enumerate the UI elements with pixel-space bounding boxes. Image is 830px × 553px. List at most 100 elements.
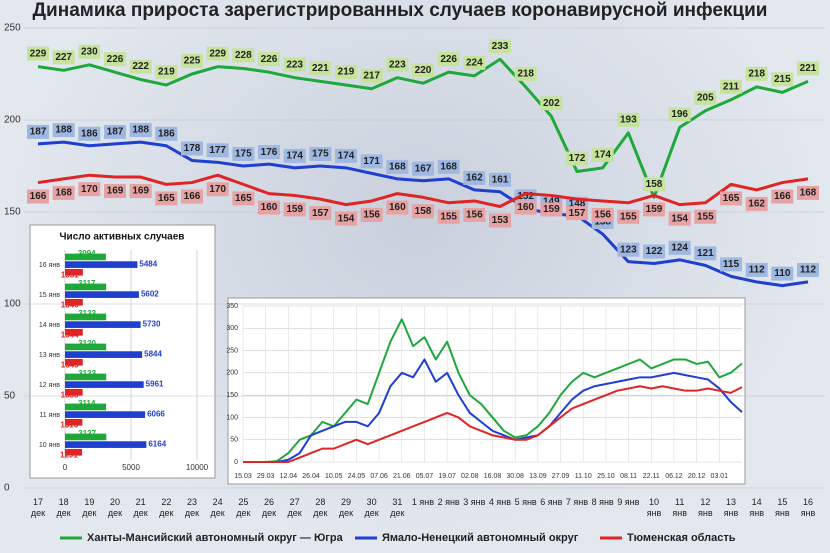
data-label-box [309, 61, 332, 76]
x-tick-label: 13.09 [529, 473, 547, 480]
x-tick-label: 20 дек [107, 497, 123, 518]
data-label: 226 [261, 54, 278, 65]
bar [65, 388, 83, 396]
data-label-box [720, 191, 742, 206]
x-tick-label: 5000 [122, 463, 140, 472]
data-label: 229 [30, 48, 47, 59]
bar [65, 418, 83, 426]
bar-label: 3094 [78, 249, 96, 258]
series-line [37, 173, 809, 208]
series-line [37, 57, 809, 199]
data-label-box [27, 124, 49, 139]
y-tick-label: 200 [4, 115, 21, 126]
data-label-box [52, 123, 75, 138]
data-label: 186 [81, 128, 98, 139]
y-tick-label: 0 [234, 459, 238, 466]
data-label: 168 [389, 162, 406, 173]
data-label: 153 [492, 215, 509, 226]
data-label: 187 [107, 127, 124, 138]
data-label-box [514, 66, 537, 81]
data-label: 218 [748, 69, 765, 80]
data-label: 158 [646, 179, 663, 190]
y-tick-label: 14 янв [39, 322, 60, 329]
bar [65, 411, 146, 418]
y-tick-label: 16 янв [39, 262, 60, 269]
data-label: 168 [800, 188, 817, 199]
data-label-box [566, 206, 588, 221]
data-label-box [463, 55, 486, 70]
x-tick-label: 12 янв [698, 497, 713, 518]
x-tick-label: 10000 [186, 463, 209, 472]
legend-label: Тюменская область [627, 532, 736, 544]
bar [65, 253, 106, 261]
x-tick-label: 28 дек [313, 497, 328, 518]
series-line [243, 318, 743, 463]
x-tick-label: 12.04 [280, 473, 298, 480]
data-label: 152 [517, 191, 534, 202]
data-label: 175 [235, 149, 252, 160]
data-label: 122 [646, 246, 663, 257]
data-label-box [412, 161, 434, 176]
data-label-box [309, 147, 332, 161]
data-label: 205 [697, 92, 714, 103]
x-tick-label: 11.10 [575, 473, 592, 480]
inset-line-panel [227, 297, 746, 485]
x-tick-label: 21 дек [133, 497, 148, 518]
data-label: 177 [209, 145, 226, 156]
x-tick-label: 19.07 [438, 473, 456, 480]
data-label-box [129, 123, 152, 138]
y-tick-label: 200 [226, 370, 238, 377]
data-label-box [412, 63, 434, 78]
data-label: 196 [671, 109, 688, 120]
data-label-box [771, 266, 794, 281]
data-label: 202 [543, 98, 560, 109]
data-label: 219 [338, 67, 355, 78]
data-label: 228 [235, 50, 252, 61]
data-label: 188 [55, 125, 72, 136]
data-label-box [27, 189, 49, 204]
data-label: 224 [466, 57, 483, 68]
data-label: 171 [363, 156, 380, 167]
data-label-box [668, 240, 691, 255]
x-tick-label: 1 янв [411, 497, 435, 507]
bar-label: 6066 [147, 410, 165, 419]
x-tick-label: 4 янв [488, 497, 512, 507]
x-tick-label: 20.12 [688, 473, 706, 480]
data-label-box [104, 52, 126, 67]
x-tick-label: 11 янв [672, 497, 687, 518]
y-tick-label: 100 [4, 299, 21, 310]
bar-label: 3127 [78, 429, 96, 438]
data-label: 155 [620, 211, 637, 222]
data-label: 165 [158, 193, 175, 204]
y-tick-label: 11 янв [39, 412, 60, 419]
data-label: 154 [338, 213, 355, 224]
y-tick-label: 250 [4, 23, 21, 34]
data-label-box [668, 211, 691, 226]
data-label: 121 [697, 248, 714, 259]
data-label: 193 [620, 115, 637, 126]
x-tick-label: 17 дек [30, 497, 46, 518]
data-label: 165 [723, 193, 740, 204]
data-label-box [232, 147, 255, 161]
y-tick-label: 15 янв [39, 292, 60, 299]
bar-label: 5602 [141, 290, 159, 299]
bar [65, 403, 107, 411]
x-tick-label: 9 янв [617, 497, 640, 507]
data-label-box [591, 207, 614, 222]
data-label: 155 [440, 211, 457, 222]
bar [65, 343, 107, 351]
data-label-box [745, 196, 768, 211]
x-tick-label: 16 янв [800, 497, 816, 518]
data-label: 186 [158, 128, 175, 139]
series-line [243, 358, 743, 463]
data-label-box [617, 209, 640, 224]
data-label-box [617, 112, 640, 127]
data-label: 172 [569, 153, 586, 164]
data-label-box [437, 159, 460, 174]
bar [65, 261, 138, 268]
x-tick-label: 16.08 [484, 473, 502, 480]
x-tick-label: 25.10 [597, 473, 615, 480]
data-label: 226 [440, 54, 457, 65]
y-tick-label: 150 [4, 207, 21, 218]
data-label: 115 [723, 259, 740, 270]
